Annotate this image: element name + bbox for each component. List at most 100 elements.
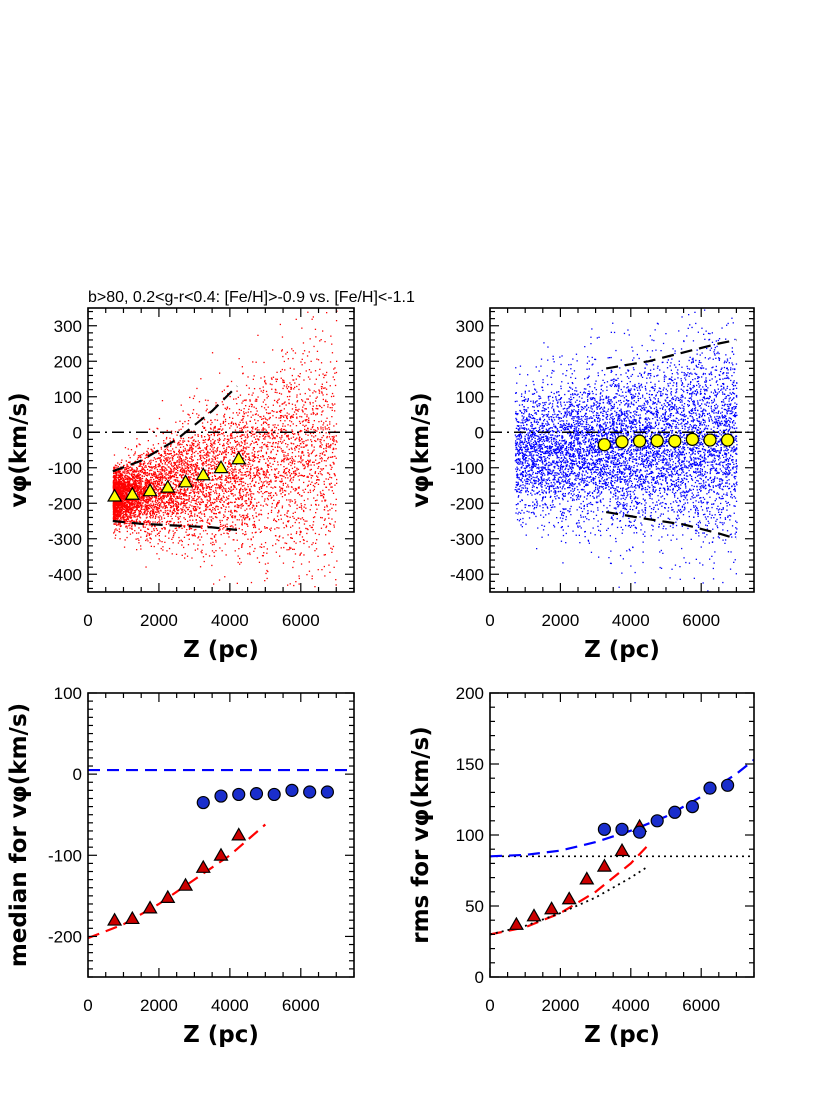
- star-point: [285, 459, 288, 461]
- star-point: [214, 509, 216, 511]
- star-point: [128, 482, 130, 484]
- star-point: [264, 542, 267, 544]
- star-point: [137, 475, 139, 477]
- star-point: [214, 425, 216, 428]
- star-point: [273, 399, 276, 402]
- star-point: [236, 390, 238, 392]
- star-point: [168, 453, 170, 455]
- star-point: [268, 426, 270, 428]
- star-point: [303, 464, 306, 466]
- star-point: [210, 442, 212, 444]
- star-point: [226, 481, 228, 484]
- star-point: [152, 514, 154, 516]
- star-point: [209, 508, 211, 510]
- star-point: [223, 458, 225, 460]
- star-point: [174, 488, 176, 491]
- star-point: [138, 511, 140, 513]
- star-point: [119, 507, 121, 509]
- star-point: [178, 526, 181, 528]
- star-point: [194, 506, 196, 508]
- star-point: [262, 434, 264, 436]
- star-point: [170, 462, 172, 464]
- star-point: [114, 519, 117, 521]
- star-point: [156, 533, 159, 535]
- star-point: [123, 483, 126, 486]
- star-point: [299, 422, 301, 424]
- star-point: [213, 442, 215, 444]
- star-point: [129, 533, 132, 535]
- star-point: [227, 440, 229, 443]
- star-point: [212, 442, 214, 444]
- star-point: [325, 420, 327, 422]
- star-point: [275, 543, 277, 545]
- star-point: [307, 376, 310, 378]
- star-point: [212, 450, 214, 452]
- star-point: [290, 537, 292, 539]
- star-point: [114, 486, 116, 489]
- star-point: [236, 426, 238, 428]
- star-point: [193, 451, 196, 454]
- star-point: [300, 456, 302, 459]
- star-point: [166, 429, 168, 432]
- star-point: [251, 394, 253, 396]
- star-point: [328, 433, 331, 435]
- star-point: [139, 477, 141, 479]
- star-point: [328, 285, 329, 286]
- star-point: [310, 452, 312, 455]
- star-point: [264, 428, 266, 430]
- star-point: [238, 442, 240, 444]
- star-point: [268, 492, 270, 494]
- star-point: [141, 477, 144, 480]
- star-point: [168, 532, 170, 534]
- star-point: [130, 517, 132, 519]
- star-point: [315, 482, 318, 484]
- star-point: [292, 525, 294, 527]
- star-point: [323, 451, 325, 453]
- star-point: [330, 335, 332, 337]
- star-point: [194, 466, 196, 468]
- star-point: [113, 476, 115, 479]
- star-point: [119, 485, 121, 487]
- star-point: [236, 506, 238, 508]
- star-point: [303, 379, 305, 381]
- star-point: [281, 475, 283, 477]
- star-point: [158, 532, 160, 534]
- star-point: [277, 472, 279, 474]
- star-point: [195, 528, 197, 531]
- star-point: [301, 438, 303, 440]
- star-point: [281, 487, 284, 490]
- star-point: [196, 444, 198, 447]
- star-point: [135, 501, 137, 503]
- star-point: [201, 483, 203, 485]
- star-point: [169, 476, 171, 478]
- star-point: [125, 504, 127, 506]
- star-point: [173, 479, 175, 481]
- star-point: [258, 528, 260, 530]
- star-point: [114, 501, 117, 504]
- star-point: [191, 469, 193, 471]
- star-point: [303, 350, 306, 352]
- star-point: [119, 505, 121, 507]
- star-point: [301, 327, 303, 329]
- star-point: [319, 440, 321, 443]
- star-point: [261, 495, 263, 498]
- star-point: [180, 524, 182, 526]
- star-point: [129, 486, 131, 488]
- star-point: [197, 498, 199, 500]
- star-point: [266, 482, 268, 484]
- star-point: [117, 517, 119, 519]
- star-point: [192, 397, 195, 400]
- star-point: [194, 482, 196, 484]
- star-point: [307, 449, 309, 451]
- star-point: [202, 489, 204, 491]
- star-point: [175, 503, 178, 505]
- star-point: [187, 469, 189, 471]
- star-point: [302, 452, 304, 454]
- star-point: [228, 474, 231, 476]
- star-point: [125, 510, 127, 512]
- star-point: [271, 378, 273, 380]
- star-point: [246, 492, 248, 494]
- star-point: [216, 505, 218, 507]
- star-point: [252, 426, 254, 428]
- star-point: [178, 466, 180, 468]
